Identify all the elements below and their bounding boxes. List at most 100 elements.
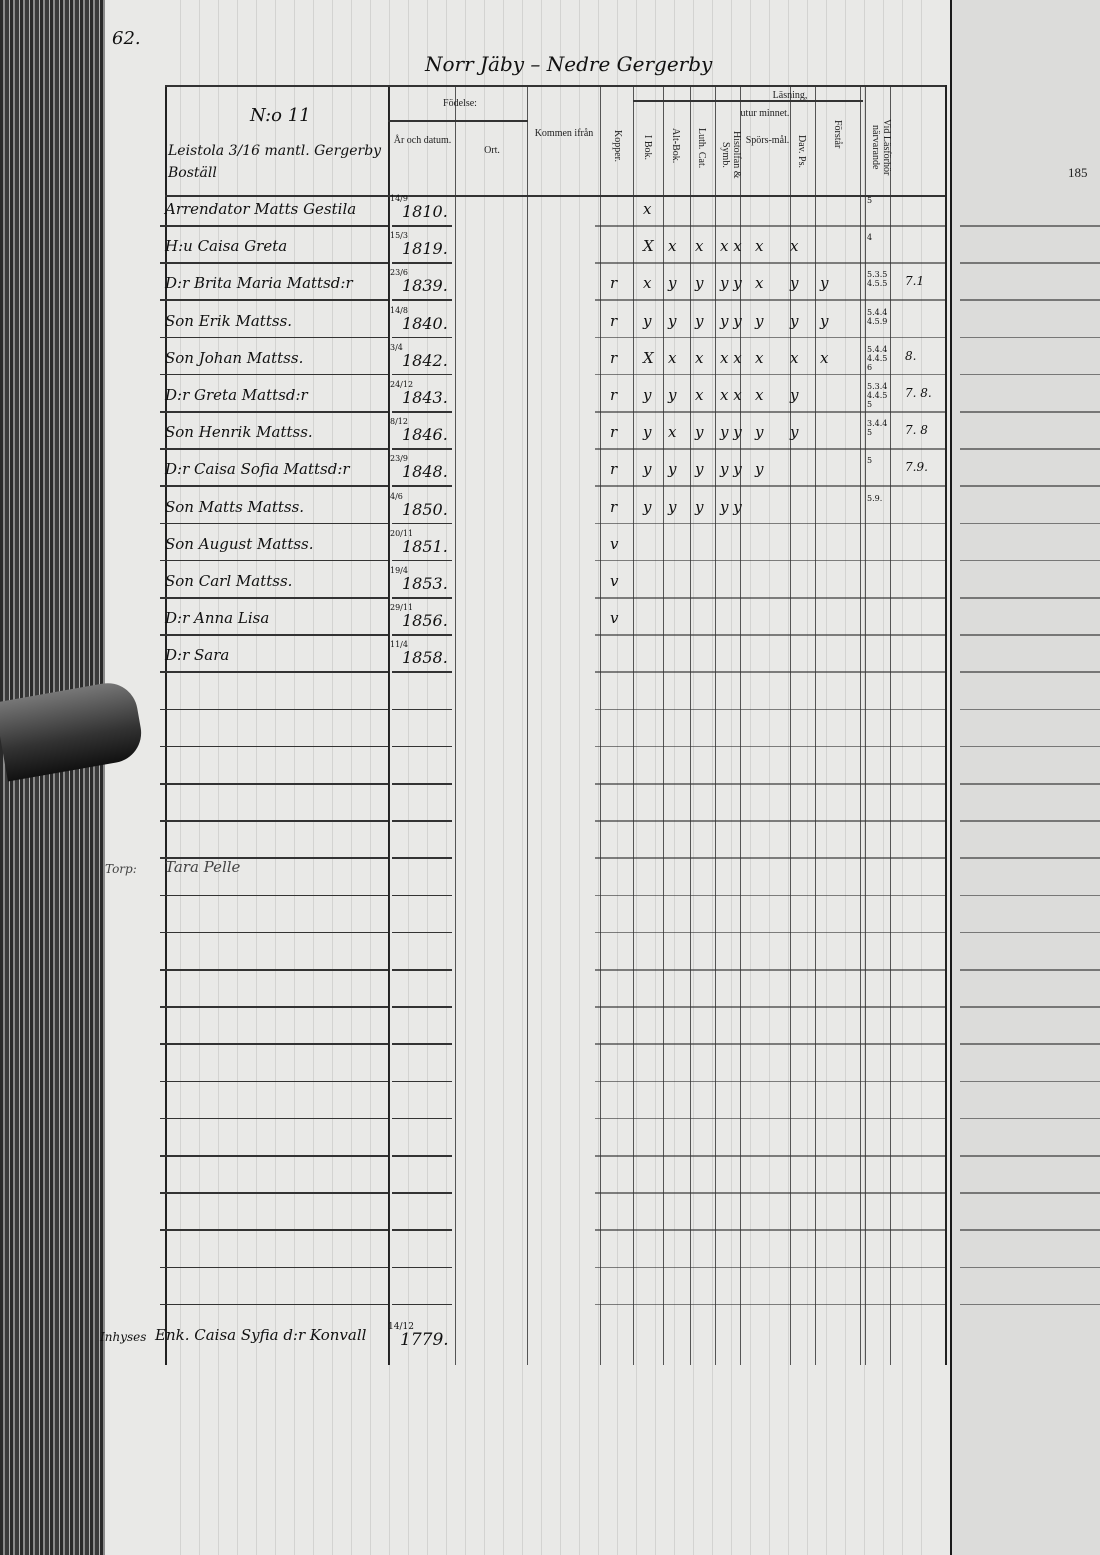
row-rule <box>160 485 388 487</box>
birth-day-month: 23/9 <box>390 454 408 464</box>
header-alt-bok: Alt-Bok. <box>670 128 681 164</box>
header-dav-ps: Dav. Ps. <box>796 135 807 168</box>
row-rule <box>392 634 452 636</box>
inhyses-label: Inhyses <box>100 1330 147 1344</box>
birth-day-month: 8/12 <box>390 417 408 427</box>
extra-note: 7.1 <box>905 274 925 289</box>
birth-year: 1810. <box>402 202 448 221</box>
lasforhor-grades: 5.4.4 4.4.5 6 <box>867 344 888 372</box>
faint-rule <box>864 0 865 1555</box>
birth-day-month: 24/12 <box>390 380 414 389</box>
header-fodelse: Födelse: <box>443 98 477 109</box>
column-rule <box>890 85 891 1365</box>
row-rule <box>595 671 945 673</box>
row-rule <box>160 1229 388 1231</box>
row-rule <box>160 336 388 339</box>
faint-rule <box>788 0 789 1555</box>
next-page-header: 185 <box>1068 165 1088 180</box>
reading-mark: y <box>643 460 652 479</box>
lasforhor-grades: 5.9. <box>867 493 883 503</box>
row-rule <box>960 1080 1100 1083</box>
row-rule <box>160 597 388 599</box>
row-rule <box>960 1155 1100 1157</box>
inhyses-year: 1779. <box>400 1330 449 1350</box>
reading-mark: x x <box>720 348 742 367</box>
row-rule <box>595 745 945 748</box>
row-rule <box>392 485 452 487</box>
reading-mark: y <box>643 386 652 404</box>
person-name: Arrendator Matts Gestila <box>165 200 357 218</box>
row-rule <box>595 448 945 450</box>
reading-mark: x <box>695 348 704 367</box>
reading-mark: y y <box>720 497 742 516</box>
reading-mark: x x <box>720 237 742 256</box>
faint-rule <box>712 0 713 1555</box>
faint-rule <box>522 0 523 1555</box>
row-rule <box>595 522 945 525</box>
extra-note: 7. 8 <box>905 423 928 438</box>
row-rule <box>595 1006 945 1008</box>
row-rule <box>960 931 1100 934</box>
column-rule <box>527 85 528 1365</box>
reading-mark: y <box>755 311 764 330</box>
row-rule <box>160 225 388 227</box>
faint-rule <box>294 0 295 1555</box>
household-place: Leistola 3/16 mantl. Gergerby Boställ <box>168 143 382 181</box>
reading-mark: r <box>610 386 618 404</box>
header-hist-symb: Histolfan & Symb. <box>720 131 742 179</box>
faint-rule <box>408 0 409 1555</box>
faint-rule <box>617 0 618 1555</box>
row-rule <box>595 969 945 971</box>
row-rule <box>160 1006 388 1008</box>
reading-mark: y <box>820 274 829 293</box>
birth-year: 1843. <box>402 388 448 407</box>
row-rule <box>595 373 945 376</box>
reading-mark: x <box>755 386 764 404</box>
row-rule <box>960 373 1100 376</box>
faint-rule <box>769 0 770 1555</box>
column-rule <box>715 85 716 1365</box>
header-kopper: Kopper. <box>612 130 623 162</box>
birth-day-month: 14/9 <box>390 194 408 203</box>
row-rule <box>960 1303 1100 1306</box>
column-rule <box>663 85 664 1365</box>
row-rule <box>392 373 452 376</box>
row-rule <box>392 1155 452 1157</box>
column-rule <box>790 85 791 1365</box>
row-rule <box>960 262 1100 264</box>
reading-mark: y <box>643 497 652 516</box>
header-ar-datum: År och datum. <box>393 135 452 146</box>
row-rule <box>392 522 452 525</box>
faint-rule <box>446 0 447 1555</box>
household-number: N:o 11 <box>250 105 311 126</box>
lasning-rule <box>633 100 863 102</box>
reading-mark: r <box>610 348 618 367</box>
row-rule <box>595 634 945 636</box>
row-rule <box>960 448 1100 450</box>
faint-rule <box>693 0 694 1555</box>
reading-mark: y <box>755 423 764 442</box>
faint-rule <box>351 0 352 1555</box>
faint-rule <box>902 0 903 1555</box>
header-luth-cat: Luth. Cat. <box>696 128 707 169</box>
birth-year: 1846. <box>402 425 448 445</box>
row-rule <box>595 299 945 301</box>
row-rule <box>392 1266 452 1269</box>
row-rule <box>595 1229 945 1231</box>
lasforhor-grades: 5.3.4 4.4.5 5 <box>867 382 888 409</box>
row-rule <box>960 708 1100 711</box>
reading-mark: y <box>695 423 704 442</box>
reading-mark: x x <box>720 386 742 404</box>
faint-rule <box>883 0 884 1555</box>
header-vid-lasforhor: Vid Läsförhör närvarande <box>870 119 892 176</box>
reading-mark: x <box>668 423 677 442</box>
reading-mark: x <box>755 237 764 256</box>
row-rule <box>595 708 945 711</box>
row-rule <box>595 1080 945 1083</box>
row-rule <box>392 969 452 971</box>
row-rule <box>160 1080 388 1083</box>
row-rule <box>595 559 945 562</box>
column-rule <box>740 85 741 1365</box>
reading-mark: y y <box>720 274 742 293</box>
row-rule <box>392 262 452 264</box>
